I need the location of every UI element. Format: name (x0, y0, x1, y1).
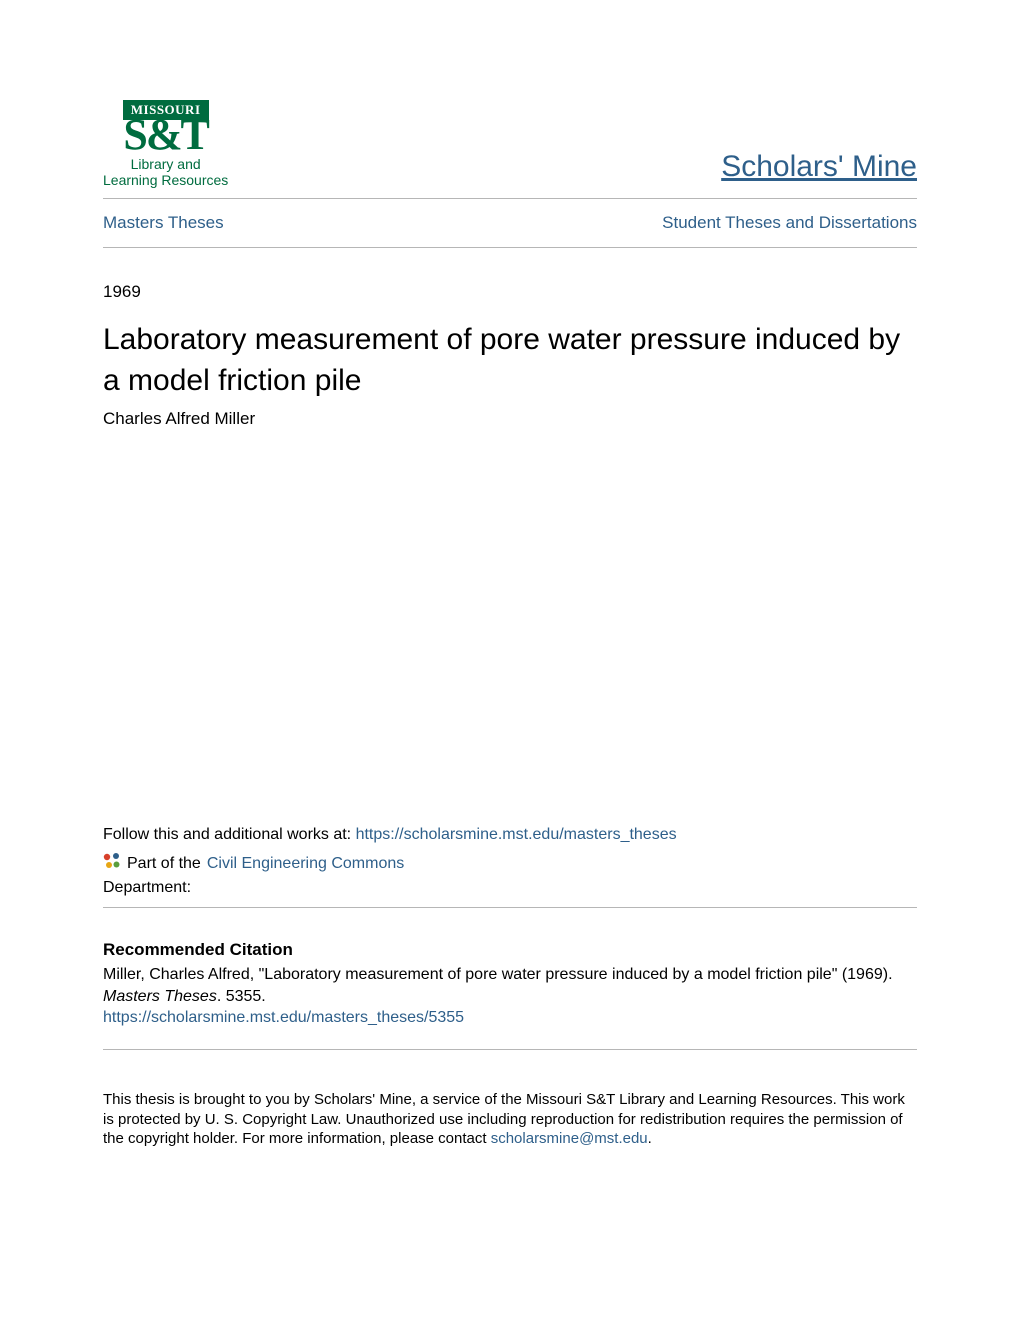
part-of-line: Part of the Civil Engineering Commons (103, 852, 917, 875)
site-title-link[interactable]: Scholars' Mine (721, 150, 917, 184)
nav-student-theses-link[interactable]: Student Theses and Dissertations (662, 213, 917, 233)
breadcrumb-nav: Masters Theses Student Theses and Disser… (103, 199, 917, 247)
author-name: Charles Alfred Miller (103, 409, 917, 429)
nav-divider (103, 247, 917, 248)
contact-email-link[interactable]: scholarsmine@mst.edu (491, 1130, 648, 1147)
header: MISSOURI S&T Library and Learning Resour… (103, 100, 917, 188)
part-prefix: Part of the (127, 855, 201, 873)
logo-sub-line2: Learning Resources (103, 172, 228, 188)
footer-text: This thesis is brought to you by Scholar… (103, 1090, 917, 1149)
follow-line: Follow this and additional works at: htt… (103, 826, 917, 844)
nav-masters-theses-link[interactable]: Masters Theses (103, 213, 224, 233)
citation-journal: Masters Theses (103, 988, 217, 1005)
logo-sub-line1: Library and (131, 156, 201, 172)
follow-divider (103, 907, 917, 908)
site-logo[interactable]: MISSOURI S&T Library and Learning Resour… (103, 100, 228, 188)
citation-url-link[interactable]: https://scholarsmine.mst.edu/masters_the… (103, 1009, 464, 1026)
document-title: Laboratory measurement of pore water pre… (103, 320, 917, 401)
follow-works-link[interactable]: https://scholarsmine.mst.edu/masters_the… (356, 826, 677, 843)
part-of-link[interactable]: Civil Engineering Commons (207, 855, 404, 873)
citation-body: Miller, Charles Alfred, "Laboratory meas… (103, 966, 893, 983)
network-icon (103, 852, 121, 875)
footer-period: . (648, 1130, 652, 1147)
citation-block: Recommended Citation Miller, Charles Alf… (103, 940, 917, 1050)
publication-year: 1969 (103, 282, 917, 302)
citation-text: Miller, Charles Alfred, "Laboratory meas… (103, 964, 917, 1029)
logo-subtitle: Library and Learning Resources (103, 157, 228, 188)
logo-st-text: S&T (123, 116, 207, 153)
citation-heading: Recommended Citation (103, 940, 917, 960)
department-label: Department: (103, 879, 917, 897)
follow-prefix: Follow this and additional works at: (103, 826, 356, 843)
citation-divider (103, 1049, 917, 1050)
follow-block: Follow this and additional works at: htt… (103, 826, 917, 908)
citation-number: . 5355. (217, 988, 266, 1005)
